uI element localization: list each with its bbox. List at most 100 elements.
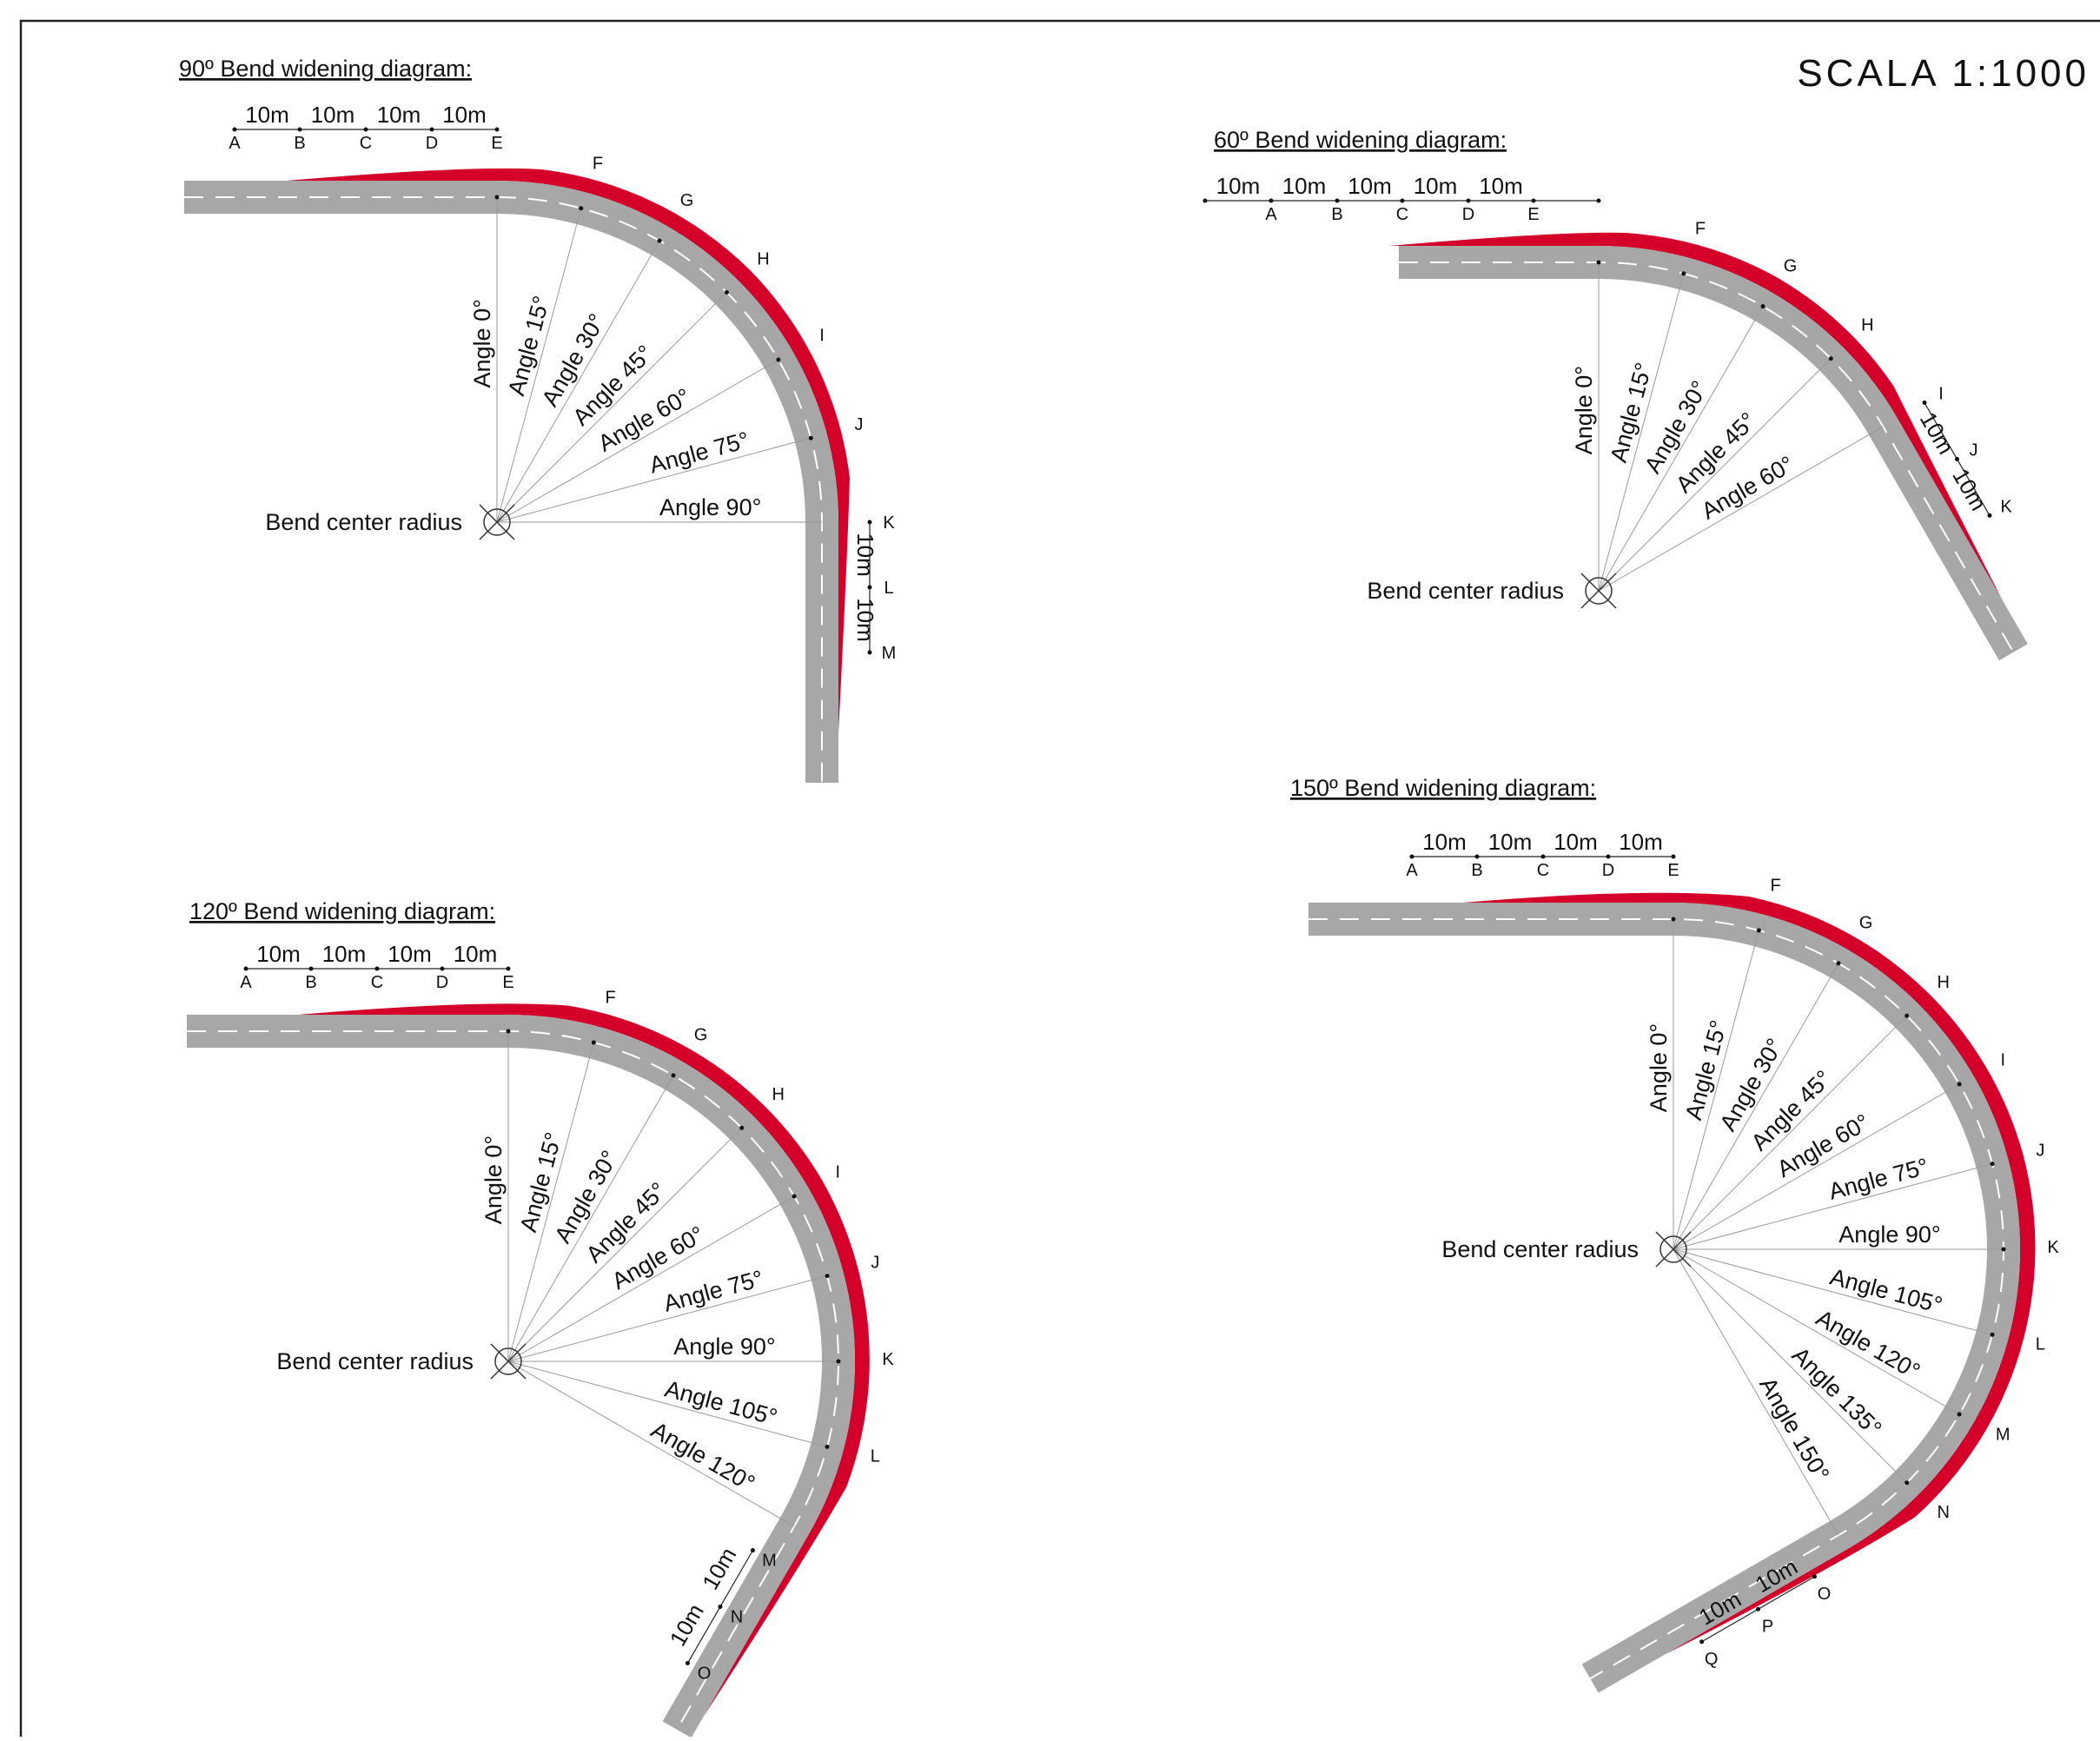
exit-point-label: O bbox=[698, 1664, 712, 1683]
curve-point-label: I bbox=[835, 1163, 840, 1182]
bend-center-symbol bbox=[1659, 1235, 1687, 1263]
angle-line bbox=[1673, 1248, 1908, 1484]
dimension-tick bbox=[374, 966, 380, 971]
entry-segment-length: 10m bbox=[442, 102, 487, 128]
road-point bbox=[1760, 304, 1765, 309]
road-point bbox=[1990, 1332, 1995, 1337]
road-point bbox=[836, 1359, 841, 1364]
diagram-title: 150º Bend widening diagram: bbox=[1290, 775, 1596, 801]
angle-label: Angle 0° bbox=[480, 1135, 507, 1224]
exit-segment-length: 10m bbox=[665, 1599, 709, 1651]
entry-point-label: B bbox=[1471, 861, 1482, 880]
angle-label: Angle 90° bbox=[673, 1334, 775, 1360]
exit-point-label: Q bbox=[1705, 1650, 1719, 1669]
road-point bbox=[1957, 1082, 1962, 1087]
entry-point-label: C bbox=[1396, 205, 1408, 224]
entry-segment-length: 10m bbox=[1488, 829, 1533, 855]
dimension-tick bbox=[363, 127, 368, 132]
curve-point-label: J bbox=[2036, 1141, 2044, 1160]
angle-line bbox=[1673, 1248, 1993, 1335]
road-point bbox=[591, 1040, 596, 1045]
dimension-tick bbox=[1202, 198, 1208, 203]
dimension-tick bbox=[1466, 198, 1471, 203]
road-point bbox=[657, 238, 662, 243]
entry-point-label: A bbox=[240, 973, 252, 992]
road-point bbox=[1596, 260, 1601, 265]
dimension-tick bbox=[1409, 854, 1414, 859]
exit-point-label: I bbox=[1938, 385, 1944, 404]
entry-point-label: E bbox=[502, 973, 513, 992]
exit-point-label: N bbox=[731, 1607, 743, 1626]
angle-line bbox=[1673, 1248, 1839, 1536]
entry-segment-length: 10m bbox=[377, 102, 421, 128]
angle-label: Angle 105° bbox=[662, 1375, 780, 1430]
dimension-tick bbox=[297, 127, 302, 132]
dimension-tick bbox=[685, 1660, 690, 1665]
diagram-title: 120º Bend widening diagram: bbox=[189, 898, 495, 924]
entry-point-label: E bbox=[1527, 205, 1539, 224]
entry-point-label: D bbox=[1462, 205, 1474, 224]
angle-line bbox=[507, 1127, 743, 1362]
angle-line bbox=[507, 1360, 828, 1447]
dimension-tick bbox=[243, 966, 248, 971]
dimension-tick bbox=[440, 966, 445, 971]
angle-line bbox=[1598, 426, 1884, 592]
entry-segment-length: 10m bbox=[1348, 173, 1392, 199]
dimension-tick bbox=[718, 1604, 723, 1609]
road-surface bbox=[184, 181, 838, 783]
dimension-tick bbox=[1335, 198, 1340, 203]
entry-segment-length: 10m bbox=[1216, 173, 1261, 199]
angle-line bbox=[1673, 1083, 1960, 1250]
angle-line bbox=[1673, 1248, 1960, 1415]
entry-segment-length: 10m bbox=[1414, 173, 1458, 199]
angle-line bbox=[507, 1275, 828, 1362]
entry-segment-length: 10m bbox=[454, 941, 498, 967]
road-point bbox=[2001, 1247, 2006, 1252]
bend-center-cross bbox=[1580, 573, 1617, 609]
dimension-tick bbox=[1596, 198, 1601, 203]
angle-label: Angle 75° bbox=[646, 427, 752, 478]
bend-center-symbol bbox=[494, 1347, 522, 1375]
entry-segment-length: 10m bbox=[1422, 829, 1467, 855]
sheet-frame bbox=[19, 19, 2100, 1737]
exit-point-label: M bbox=[882, 644, 897, 663]
curve-point-label: I bbox=[819, 327, 825, 346]
road-point bbox=[1671, 917, 1676, 922]
angle-label: Angle 105° bbox=[1827, 1263, 1945, 1318]
curve-point-label: J bbox=[855, 415, 864, 434]
road-point bbox=[825, 1274, 830, 1279]
scale-label: SCALA 1:1000 bbox=[1797, 52, 2090, 95]
road-point bbox=[776, 357, 781, 362]
exit-point-label: L bbox=[884, 579, 893, 598]
bend-center-label: Bend center radius bbox=[276, 1348, 474, 1374]
angle-line bbox=[1673, 963, 1839, 1250]
road-point bbox=[671, 1073, 676, 1078]
dimension-tick bbox=[1699, 1639, 1705, 1645]
road-point bbox=[1905, 1480, 1910, 1486]
curve-point-label: G bbox=[680, 191, 694, 210]
angle-line bbox=[507, 1360, 795, 1527]
curve-point-label: G bbox=[694, 1026, 708, 1045]
curve-point-label: F bbox=[1695, 220, 1706, 239]
entry-point-label: A bbox=[1406, 861, 1418, 880]
exit-point-label: K bbox=[2000, 497, 2012, 516]
bend-center-label: Bend center radius bbox=[1367, 578, 1564, 604]
bend-center-label: Bend center radius bbox=[1441, 1236, 1639, 1262]
angle-line bbox=[496, 240, 660, 523]
exit-segment-length: 10m bbox=[852, 598, 878, 642]
dimension-tick bbox=[1922, 400, 1927, 405]
road-point bbox=[1905, 1013, 1910, 1018]
angle-label: Angle 120° bbox=[646, 1417, 759, 1497]
entry-point-label: D bbox=[436, 973, 448, 992]
curve-point-label: N bbox=[1938, 1503, 1950, 1522]
curve-point-label: L bbox=[2036, 1335, 2045, 1354]
exit-point-label: J bbox=[1970, 440, 1978, 460]
road-point bbox=[1957, 1412, 1962, 1417]
road-point bbox=[579, 206, 584, 211]
curve-point-label: F bbox=[605, 989, 615, 1008]
road-point bbox=[1990, 1162, 1995, 1167]
entry-point-label: A bbox=[229, 134, 241, 153]
dimension-tick bbox=[867, 520, 872, 525]
